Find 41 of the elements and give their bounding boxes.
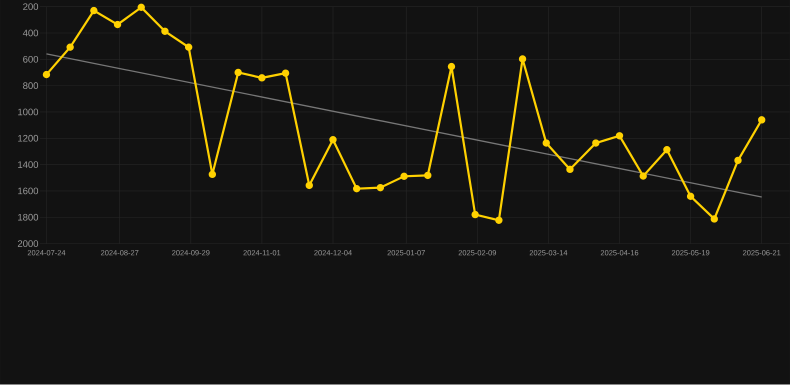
point xyxy=(448,63,456,70)
point xyxy=(640,172,647,180)
point xyxy=(90,7,98,15)
point xyxy=(282,70,290,78)
y-tick-label: 1800 xyxy=(18,214,38,221)
y-tick-label: 600 xyxy=(23,56,38,63)
y-tick-label: 2000 xyxy=(18,240,38,248)
point xyxy=(352,185,360,193)
y-tick-label: 1000 xyxy=(18,108,38,116)
point xyxy=(542,140,550,147)
y-tick-label: 1200 xyxy=(18,135,38,142)
point xyxy=(758,116,766,124)
y-tick-label: 1600 xyxy=(18,188,38,195)
point xyxy=(518,55,526,63)
point xyxy=(114,21,122,28)
point xyxy=(616,132,624,140)
point xyxy=(184,44,192,52)
point xyxy=(471,211,479,219)
point xyxy=(161,28,169,36)
y-tick-label: 800 xyxy=(23,82,38,90)
point xyxy=(258,74,266,82)
point xyxy=(208,170,216,178)
point xyxy=(138,4,145,12)
point xyxy=(234,69,242,76)
point xyxy=(329,136,337,144)
point xyxy=(710,216,718,223)
point xyxy=(566,166,574,174)
y-tick-label: 1400 xyxy=(18,161,38,168)
point xyxy=(592,140,600,147)
point xyxy=(66,44,74,52)
point xyxy=(663,146,671,154)
point xyxy=(734,156,742,164)
point xyxy=(306,182,313,190)
point xyxy=(495,216,503,224)
y-tick-label: 200 xyxy=(23,4,38,10)
point xyxy=(42,71,50,78)
point xyxy=(424,172,432,180)
y-tick-label: 400 xyxy=(22,30,38,37)
point xyxy=(686,192,694,200)
point xyxy=(400,172,408,180)
point xyxy=(376,184,384,192)
